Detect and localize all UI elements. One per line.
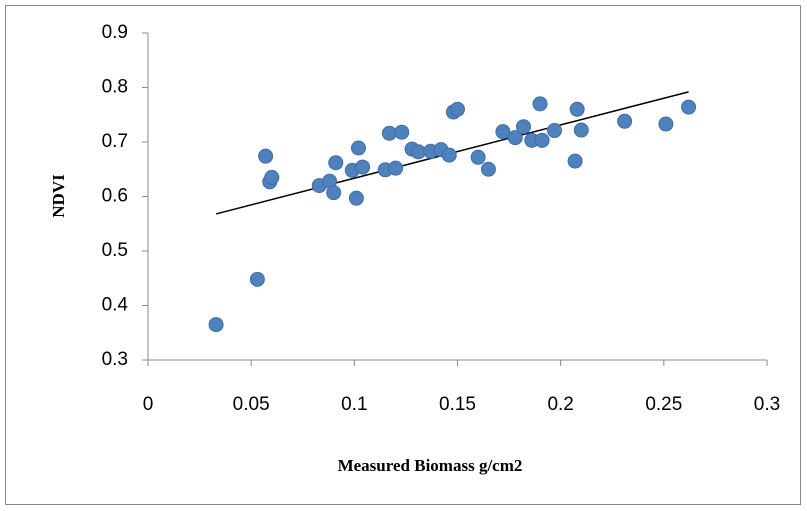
scatter-point	[348, 190, 364, 206]
scatter-point	[450, 101, 465, 117]
scatter-point	[681, 99, 697, 115]
scatter-point	[617, 113, 633, 129]
x-tick-label: 0.05	[233, 394, 270, 415]
scatter-point	[394, 124, 410, 140]
scatter-point	[264, 169, 280, 185]
x-axis-title: Measured Biomass g/cm2	[338, 456, 523, 475]
x-tick-label: 0.15	[439, 394, 476, 415]
scatter-point	[441, 147, 457, 163]
scatter-point	[470, 149, 486, 165]
y-tick-label: 0.4	[102, 295, 129, 316]
y-tick-label: 0.7	[102, 131, 128, 152]
scatter-point	[546, 123, 562, 139]
scatter-point	[516, 119, 532, 135]
scatter-point	[388, 160, 404, 176]
y-tick-label: 0.9	[102, 22, 128, 43]
y-axis-title: NDVI	[49, 174, 68, 218]
scatter-point	[355, 159, 371, 175]
scatter-point	[507, 130, 523, 146]
scatter-point	[381, 125, 397, 141]
scatter-point	[658, 116, 674, 132]
scatter-point	[573, 122, 589, 138]
x-tick-label: 0.25	[645, 394, 682, 415]
x-tick-label: 0.3	[754, 394, 780, 415]
x-tick-label: 0	[143, 394, 154, 415]
y-tick-label: 0.6	[102, 186, 128, 207]
scatter-point	[208, 317, 224, 333]
scatter-point	[569, 101, 585, 117]
scatter-point	[495, 124, 511, 140]
x-tick-label: 0.1	[341, 394, 367, 415]
y-tick-label: 0.5	[102, 240, 128, 261]
scatter-point	[326, 185, 342, 201]
scatter-point	[480, 161, 496, 177]
scatter-point	[534, 132, 550, 148]
scatter-point	[258, 148, 274, 164]
y-tick-label: 0.3	[102, 349, 128, 370]
chart-frame	[5, 5, 801, 505]
y-tick-label: 0.8	[102, 77, 128, 98]
x-tick-label: 0.2	[547, 394, 573, 415]
scatter-point	[249, 271, 265, 287]
scatter-point	[328, 155, 344, 171]
scatter-point	[532, 96, 548, 112]
scatter-point	[350, 140, 366, 156]
scatter-point	[567, 153, 583, 169]
